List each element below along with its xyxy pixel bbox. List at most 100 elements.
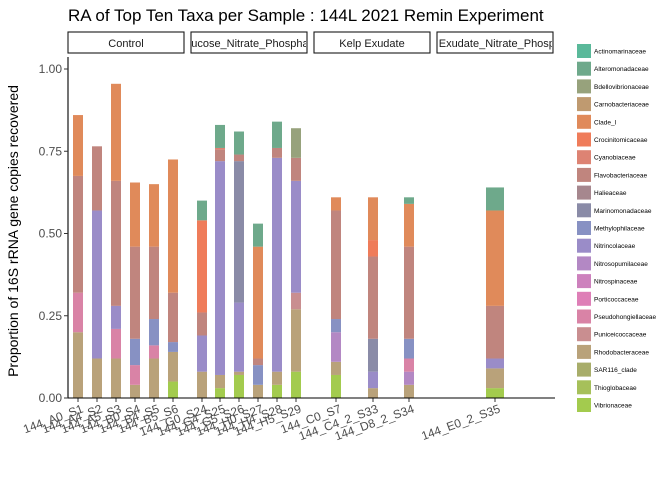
bar-segment (368, 240, 378, 257)
bar-segment (272, 147, 282, 158)
bar-stack (215, 124, 225, 398)
bar-segment (130, 384, 140, 398)
bar-stack (331, 197, 341, 398)
legend-swatch (577, 274, 591, 289)
bar-stack (111, 83, 121, 398)
facet-strip (190, 31, 308, 54)
bar-segment (404, 358, 414, 372)
legend-label: Carnobacteriaceae (594, 102, 649, 109)
facet-label: Kelp Exudate_Nitrate_Phosphate (414, 38, 577, 50)
bar-segment (486, 388, 504, 398)
legend-label: Marinomonadaceae (594, 208, 652, 215)
legend-label: Nitrospinaceae (594, 279, 638, 286)
legend-label: SAR116_clade (594, 367, 637, 374)
bar-segment (111, 180, 121, 306)
legend-label: Methylophilaceae (594, 226, 645, 233)
legend-swatch (577, 114, 591, 129)
legend-label: Flavobacteriaceae (594, 172, 647, 179)
legend-label: Thioglobaceae (594, 385, 637, 392)
legend-label: Bdellovibrionaceae (594, 84, 649, 91)
legend-swatch (577, 398, 591, 412)
y-tick-label: 0.75 (39, 144, 63, 158)
bar-segment (215, 149, 225, 162)
bar-segment (331, 319, 341, 333)
bar-stack (73, 115, 83, 398)
bar-segment (168, 292, 178, 343)
bar-segment (215, 124, 225, 148)
bar-segment (234, 371, 244, 375)
bar-segment (272, 157, 282, 372)
bar-segment (291, 180, 301, 293)
bar-segment (130, 246, 140, 339)
bar-segment (291, 157, 301, 181)
bar-segment (253, 358, 263, 366)
facet-label: Kelp Exudate (339, 38, 404, 50)
legend-swatch (577, 150, 591, 165)
bar-segment (130, 338, 140, 366)
bar-stack (234, 131, 244, 398)
bar-segment (291, 371, 301, 398)
bar-segment (272, 371, 282, 385)
bar-segment (291, 309, 301, 372)
legend-label: Puniceicoccaceae (594, 332, 647, 339)
bar-segment (197, 335, 207, 372)
legend-label: Halieaceae (594, 190, 627, 197)
legend-swatch (577, 97, 591, 112)
axes: 144_A0_S1144_A4_S2144_A5_S3144_B0_S4144_… (21, 57, 555, 443)
bar-segment (404, 203, 414, 247)
bar-stack (486, 187, 504, 398)
bar-segment (404, 246, 414, 339)
bar-segment (73, 292, 83, 333)
legend-label: Nitrincolaceae (594, 243, 636, 250)
y-tick-label: 0.50 (39, 227, 63, 241)
bar-segment (234, 374, 244, 398)
legend-label: Vibrionaceae (594, 403, 632, 410)
bar-segment (291, 128, 301, 158)
bar-segment (404, 384, 414, 398)
bar-segment (253, 246, 263, 359)
legend-swatch (577, 167, 591, 182)
bar-segment (234, 161, 244, 303)
bar-segment (149, 319, 159, 346)
legend-swatch (577, 132, 591, 147)
bar-segment (486, 358, 504, 369)
legend-swatch (577, 79, 591, 94)
facet-strip (436, 31, 554, 54)
bar-segment (215, 388, 225, 398)
legend-label: Cyanobiaceae (594, 155, 636, 162)
bar-stack (92, 146, 102, 398)
bar-stack (130, 182, 140, 398)
bar-segment (168, 342, 178, 352)
bar-segment (168, 381, 178, 398)
bar-segment (404, 371, 414, 385)
bar-segment (404, 197, 414, 204)
bar-segment (92, 358, 102, 398)
legend-swatch (577, 309, 591, 324)
bar-segment (253, 365, 263, 385)
legend-swatch (577, 256, 591, 271)
bar-segment (368, 388, 378, 398)
bar-segment (149, 184, 159, 247)
bar-segment (149, 345, 159, 359)
y-tick-label: 0.25 (39, 309, 63, 323)
bar-segment (234, 154, 244, 162)
bar-segment (130, 365, 140, 385)
bar-segment (253, 384, 263, 398)
bar-segment (73, 332, 83, 398)
bar-stack (368, 197, 378, 398)
legend-swatch (577, 238, 591, 253)
bar-segment (234, 131, 244, 155)
bar-segment (197, 312, 207, 336)
bar-segment (111, 305, 121, 329)
bar-segment (486, 305, 504, 359)
bar-segment (197, 200, 207, 221)
bar-stack (272, 121, 282, 398)
bar-segment (331, 361, 341, 375)
bar-segment (331, 374, 341, 398)
legend-swatch (577, 291, 591, 306)
bar-segment (92, 210, 102, 359)
facet-strip (67, 31, 185, 54)
bar-segment (368, 256, 378, 339)
bar-stack (404, 197, 414, 398)
